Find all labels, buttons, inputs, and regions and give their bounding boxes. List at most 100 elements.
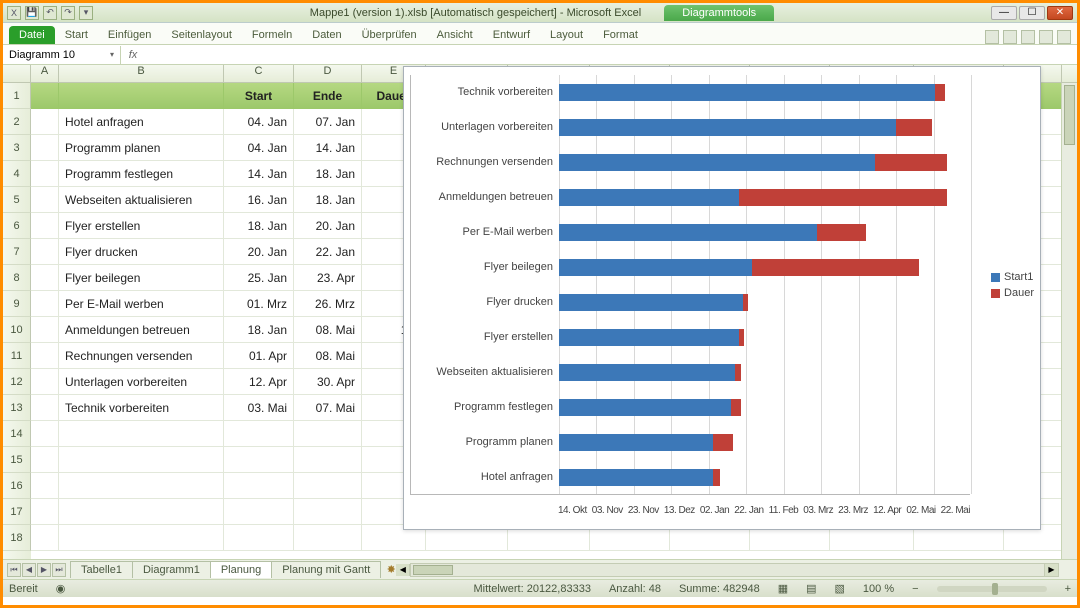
- table-cell[interactable]: Unterlagen vorbereiten: [59, 369, 224, 395]
- table-cell[interactable]: 25. Jan: [224, 265, 294, 291]
- table-cell[interactable]: [224, 473, 294, 499]
- table-cell[interactable]: [31, 447, 59, 473]
- row-header[interactable]: 12: [3, 369, 31, 395]
- chart-object[interactable]: Technik vorbereitenUnterlagen vorbereite…: [403, 66, 1041, 530]
- ribbon-tab-seitenlayout[interactable]: Seitenlayout: [161, 26, 242, 44]
- qat-dropdown-icon[interactable]: ▾: [79, 6, 93, 20]
- table-cell[interactable]: Anmeldungen betreuen: [59, 317, 224, 343]
- table-cell[interactable]: [224, 447, 294, 473]
- table-cell[interactable]: Programm planen: [59, 135, 224, 161]
- table-cell[interactable]: 16. Jan: [224, 187, 294, 213]
- table-cell[interactable]: [59, 447, 224, 473]
- maximize-button[interactable]: ☐: [1019, 6, 1045, 20]
- table-cell[interactable]: [31, 421, 59, 447]
- row-header[interactable]: 14: [3, 421, 31, 447]
- table-cell[interactable]: 07. Jan: [294, 109, 362, 135]
- table-cell[interactable]: [31, 395, 59, 421]
- row-header[interactable]: 6: [3, 213, 31, 239]
- undo-icon[interactable]: ↶: [43, 6, 57, 20]
- table-cell[interactable]: 20. Jan: [294, 213, 362, 239]
- table-cell[interactable]: [294, 473, 362, 499]
- table-cell[interactable]: 18. Jan: [294, 161, 362, 187]
- column-header[interactable]: D: [294, 65, 362, 82]
- table-cell[interactable]: [31, 135, 59, 161]
- tab-nav-last-icon[interactable]: ⏭: [52, 563, 66, 577]
- sheet-tab[interactable]: Planung mit Gantt: [271, 561, 381, 578]
- vertical-scrollbar[interactable]: [1061, 83, 1077, 559]
- row-header[interactable]: 17: [3, 499, 31, 525]
- table-cell[interactable]: [59, 499, 224, 525]
- close-button[interactable]: ✕: [1047, 6, 1073, 20]
- ribbon-tab-datei[interactable]: Datei: [9, 26, 55, 44]
- row-header[interactable]: 11: [3, 343, 31, 369]
- table-cell[interactable]: 08. Mai: [294, 317, 362, 343]
- view-normal-icon[interactable]: ▦: [778, 582, 788, 595]
- table-cell[interactable]: [31, 525, 59, 551]
- table-cell[interactable]: Per E-Mail werben: [59, 291, 224, 317]
- ribbon-tab-einfügen[interactable]: Einfügen: [98, 26, 161, 44]
- horizontal-scrollbar[interactable]: ◀ ▶: [410, 563, 1059, 577]
- hscroll-left-icon[interactable]: ◀: [396, 564, 410, 576]
- table-cell[interactable]: Programm festlegen: [59, 161, 224, 187]
- table-cell[interactable]: [31, 161, 59, 187]
- row-header[interactable]: 4: [3, 161, 31, 187]
- row-header[interactable]: 16: [3, 473, 31, 499]
- column-header[interactable]: C: [224, 65, 294, 82]
- tab-nav-next-icon[interactable]: ▶: [37, 563, 51, 577]
- formula-input[interactable]: [145, 46, 1077, 64]
- table-cell[interactable]: [31, 291, 59, 317]
- column-header[interactable]: A: [31, 65, 59, 82]
- save-icon[interactable]: 💾: [25, 6, 39, 20]
- view-layout-icon[interactable]: ▤: [806, 582, 816, 595]
- table-cell[interactable]: 26. Mrz: [294, 291, 362, 317]
- table-cell[interactable]: Webseiten aktualisieren: [59, 187, 224, 213]
- table-cell[interactable]: 12. Apr: [224, 369, 294, 395]
- table-cell[interactable]: [31, 473, 59, 499]
- view-pagebreak-icon[interactable]: ▧: [835, 582, 845, 595]
- zoom-in-icon[interactable]: +: [1065, 583, 1071, 595]
- row-header[interactable]: 1: [3, 83, 31, 109]
- ribbon-tab-formeln[interactable]: Formeln: [242, 26, 302, 44]
- table-cell[interactable]: Ende: [294, 83, 362, 109]
- name-box-dropdown-icon[interactable]: ▾: [110, 50, 114, 59]
- ribbon-tab-daten[interactable]: Daten: [302, 26, 351, 44]
- table-cell[interactable]: 18. Jan: [294, 187, 362, 213]
- table-cell[interactable]: [294, 499, 362, 525]
- select-all-corner[interactable]: [3, 65, 31, 82]
- table-cell[interactable]: [224, 421, 294, 447]
- table-cell[interactable]: 14. Jan: [294, 135, 362, 161]
- table-cell[interactable]: [31, 83, 59, 109]
- table-cell[interactable]: 08. Mai: [294, 343, 362, 369]
- table-cell[interactable]: 18. Jan: [224, 317, 294, 343]
- row-header[interactable]: 18: [3, 525, 31, 551]
- doc-minimize-icon[interactable]: [1021, 30, 1035, 44]
- table-cell[interactable]: Flyer drucken: [59, 239, 224, 265]
- table-cell[interactable]: Hotel anfragen: [59, 109, 224, 135]
- ribbon-tab-ansicht[interactable]: Ansicht: [427, 26, 483, 44]
- table-cell[interactable]: [31, 499, 59, 525]
- doc-close-icon[interactable]: [1057, 30, 1071, 44]
- table-cell[interactable]: [31, 369, 59, 395]
- row-header[interactable]: 2: [3, 109, 31, 135]
- table-cell[interactable]: [31, 265, 59, 291]
- sheet-tab[interactable]: Planung: [210, 561, 272, 578]
- ribbon-tab-layout[interactable]: Layout: [540, 26, 593, 44]
- sheet-tab[interactable]: Tabelle1: [70, 561, 133, 578]
- table-cell[interactable]: 18. Jan: [224, 213, 294, 239]
- table-cell[interactable]: 23. Apr: [294, 265, 362, 291]
- table-cell[interactable]: [224, 525, 294, 551]
- row-header[interactable]: 8: [3, 265, 31, 291]
- table-cell[interactable]: 03. Mai: [224, 395, 294, 421]
- fx-label[interactable]: fx: [121, 49, 145, 61]
- row-header[interactable]: 15: [3, 447, 31, 473]
- table-cell[interactable]: [31, 109, 59, 135]
- ribbon-tab-format[interactable]: Format: [593, 26, 648, 44]
- ribbon-tab-entwurf[interactable]: Entwurf: [483, 26, 540, 44]
- tab-nav-first-icon[interactable]: ⏮: [7, 563, 21, 577]
- table-cell[interactable]: 30. Apr: [294, 369, 362, 395]
- sheet-tab[interactable]: Diagramm1: [132, 561, 211, 578]
- table-cell[interactable]: [294, 447, 362, 473]
- redo-icon[interactable]: ↷: [61, 6, 75, 20]
- row-header[interactable]: 10: [3, 317, 31, 343]
- table-cell[interactable]: [31, 239, 59, 265]
